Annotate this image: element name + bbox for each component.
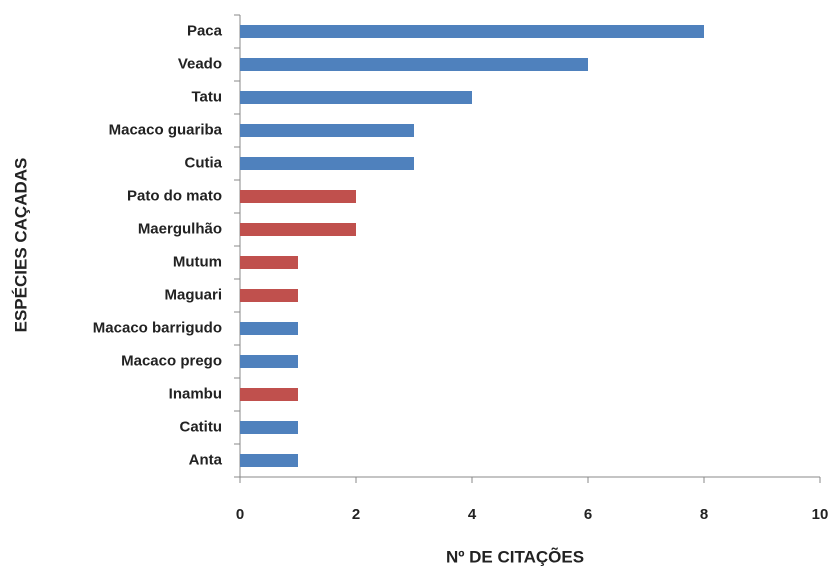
- x-tick-label: 4: [468, 506, 477, 523]
- y-tick-label: Catitu: [180, 418, 223, 435]
- y-tick-label: Maguari: [164, 286, 222, 303]
- bar: [240, 421, 298, 434]
- x-tick-label: 10: [812, 506, 829, 523]
- y-tick-label: Anta: [189, 451, 223, 468]
- bar: [240, 157, 414, 170]
- bar: [240, 322, 298, 335]
- x-tick-label: 6: [584, 506, 592, 523]
- bar: [240, 190, 356, 203]
- bar: [240, 124, 414, 137]
- y-tick-label: Macaco prego: [121, 352, 222, 369]
- x-tick-label: 0: [236, 506, 244, 523]
- y-tick-label: Macaco guariba: [109, 121, 223, 138]
- y-tick-label: Pato do mato: [127, 187, 222, 204]
- y-tick-label: Maergulhão: [138, 220, 222, 237]
- bar: [240, 355, 298, 368]
- bar: [240, 289, 298, 302]
- bar: [240, 58, 588, 71]
- bar: [240, 454, 298, 467]
- x-tick-label: 8: [700, 506, 708, 523]
- bar: [240, 388, 298, 401]
- y-tick-label: Veado: [178, 55, 222, 72]
- y-tick-label: Macaco barrigudo: [93, 319, 222, 336]
- y-tick-label: Mutum: [173, 253, 222, 270]
- bar: [240, 223, 356, 236]
- y-tick-label: Tatu: [191, 88, 222, 105]
- y-axis-label: ESPÉCIES CAÇADAS: [11, 158, 30, 333]
- bar: [240, 25, 704, 38]
- y-tick-label: Cutia: [185, 154, 223, 171]
- y-tick-label: Inambu: [169, 385, 222, 402]
- x-axis-label: Nº DE CITAÇÕES: [446, 546, 584, 566]
- bar: [240, 91, 472, 104]
- x-tick-label: 2: [352, 506, 360, 523]
- y-tick-label: Paca: [187, 22, 223, 39]
- bar: [240, 256, 298, 269]
